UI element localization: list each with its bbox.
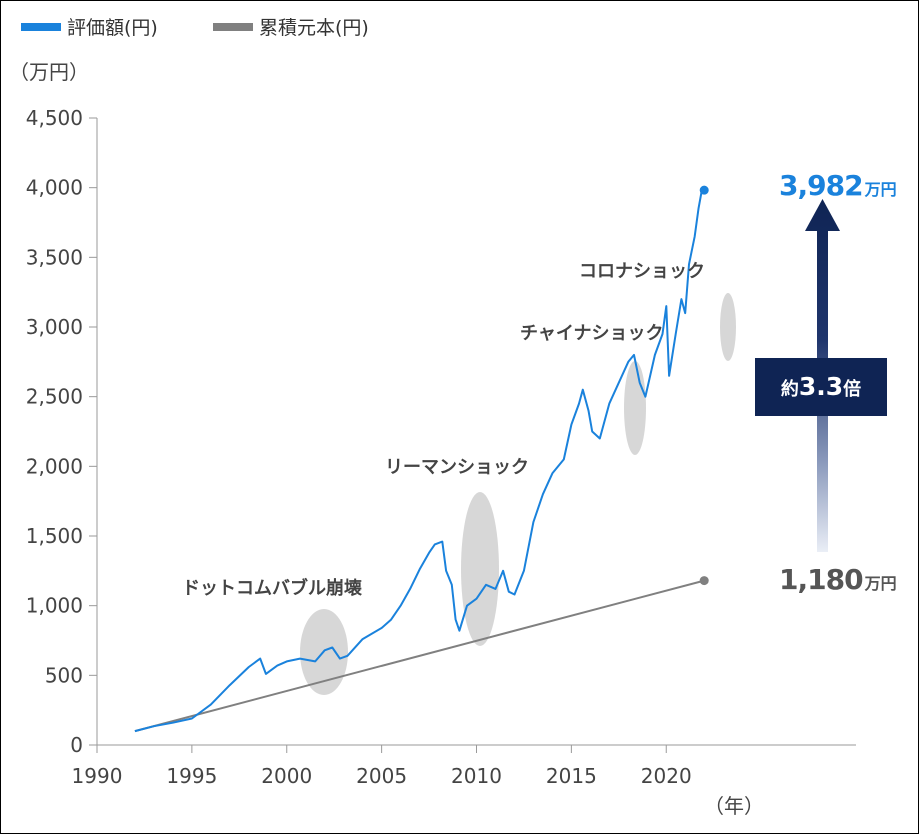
valuation-final-unit: 万円 [864, 180, 897, 199]
ratio-label: 約3.3倍 [781, 372, 861, 401]
y-tick-label: 3,000 [26, 315, 83, 339]
ratio-box [755, 358, 887, 416]
event-label-lehman: リーマンショック [385, 457, 529, 478]
legend-label-principal: 累積元本(円) [259, 17, 369, 39]
y-axis-ticks: 0 500 1,000 1,500 2,000 2,500 3,000 3,500 4,000 4… [26, 106, 97, 757]
event-marker-corona [720, 293, 736, 361]
x-tick-label: 2005 [356, 764, 407, 788]
y-tick-label: 2,500 [26, 385, 83, 409]
valuation-final-label: 3,982 万円 [779, 169, 897, 202]
principal-series-line [134, 579, 705, 733]
principal-final-label: 1,180 万円 [779, 563, 897, 596]
valuation-final-value: 3,982 [779, 169, 863, 202]
principal-final-value: 1,180 [779, 563, 863, 596]
y-tick-label: 2,000 [26, 454, 83, 478]
x-tick-label: 2000 [261, 764, 312, 788]
x-tick-label: 1995 [166, 764, 217, 788]
y-tick-label: 1,000 [26, 594, 83, 618]
y-tick-label: 3,500 [26, 245, 83, 269]
legend-label-valuation: 評価額(円) [67, 17, 158, 39]
y-tick-label: 0 [70, 733, 83, 757]
principal-final-unit: 万円 [864, 574, 897, 593]
ratio-value: 3.3 [799, 372, 843, 401]
y-tick-label: 4,500 [26, 106, 83, 130]
y-tick-label: 500 [45, 663, 83, 687]
valuation-series-line [134, 186, 705, 733]
event-label-dotcom: ドットコムバブル崩壊 [182, 577, 362, 599]
principal-end-point [699, 576, 709, 586]
y-tick-label: 1,500 [26, 524, 83, 548]
y-axis-unit: （万円） [9, 60, 89, 84]
y-tick-label: 4,000 [26, 176, 83, 200]
event-label-china: チャイナショック [520, 323, 663, 344]
event-marker-china [624, 361, 646, 455]
legend-swatch-valuation [21, 23, 61, 31]
x-tick-label: 2010 [451, 764, 502, 788]
valuation-end-point [699, 185, 709, 195]
ratio-suffix: 倍 [843, 378, 861, 400]
ratio-prefix: 約 [781, 378, 799, 400]
x-tick-label: 2020 [641, 764, 692, 788]
x-axis-unit: （年） [704, 794, 764, 818]
event-label-corona: コロナショック [579, 261, 705, 282]
x-tick-label: 1990 [72, 764, 123, 788]
legend-swatch-principal [213, 23, 253, 31]
event-marker-lehman [461, 492, 499, 646]
x-axis-ticks: 1990 1995 2000 2005 2010 2015 2020 [72, 745, 692, 788]
x-tick-label: 2015 [546, 764, 597, 788]
